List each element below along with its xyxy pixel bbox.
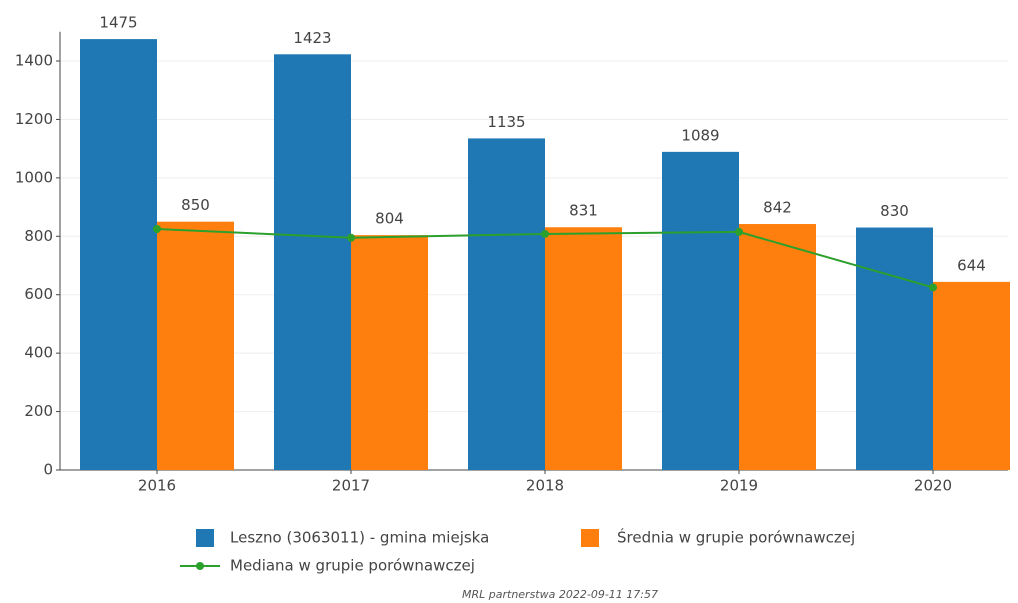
bar (80, 39, 157, 470)
y-tick-label: 800 (24, 227, 53, 245)
legend-label: Średnia w grupie porównawczej (617, 528, 855, 547)
legend-swatch (196, 529, 214, 547)
bar-value-label: 804 (375, 210, 404, 228)
bar (662, 151, 739, 470)
y-tick-label: 1000 (15, 168, 53, 186)
bar-value-label: 831 (569, 202, 598, 220)
y-tick-label: 400 (24, 344, 53, 362)
y-tick-label: 0 (43, 461, 53, 479)
median-point (541, 229, 549, 238)
y-tick-label: 1200 (15, 110, 53, 128)
x-tick-label: 2019 (720, 477, 758, 495)
x-tick-label: 2016 (138, 477, 176, 495)
bar-value-label: 842 (763, 199, 792, 217)
x-tick-label: 2020 (914, 477, 952, 495)
legend-label: Leszno (3063011) - gmina miejska (230, 529, 489, 547)
bar-value-label: 830 (880, 202, 909, 220)
bar (933, 281, 1010, 470)
legend-swatch (581, 529, 599, 547)
bar-value-label: 1423 (293, 29, 331, 47)
bar (274, 54, 351, 471)
x-tick-label: 2017 (332, 477, 370, 495)
bar-value-label: 850 (181, 196, 210, 214)
bar-value-label: 1475 (99, 14, 137, 32)
median-point (153, 224, 161, 233)
bar-value-label: 1135 (487, 113, 525, 131)
bar-value-label: 1089 (681, 126, 719, 144)
median-point (735, 227, 743, 236)
median-point (929, 283, 937, 292)
bar (739, 224, 816, 470)
bar (545, 227, 622, 470)
median-point (347, 233, 355, 242)
bar-value-label: 644 (957, 256, 986, 274)
y-tick-label: 200 (24, 402, 53, 420)
bar (157, 221, 234, 470)
footer: MRL partnerstwa 2022-09-11 17:57 (462, 588, 658, 601)
legend-label: Mediana w grupie porównawczej (230, 557, 475, 575)
bar (351, 235, 428, 470)
y-tick-label: 600 (24, 285, 53, 303)
bar (468, 138, 545, 471)
x-tick-label: 2018 (526, 477, 564, 495)
y-tick-label: 1400 (15, 52, 53, 70)
bar (856, 227, 933, 470)
legend-point (196, 562, 204, 570)
